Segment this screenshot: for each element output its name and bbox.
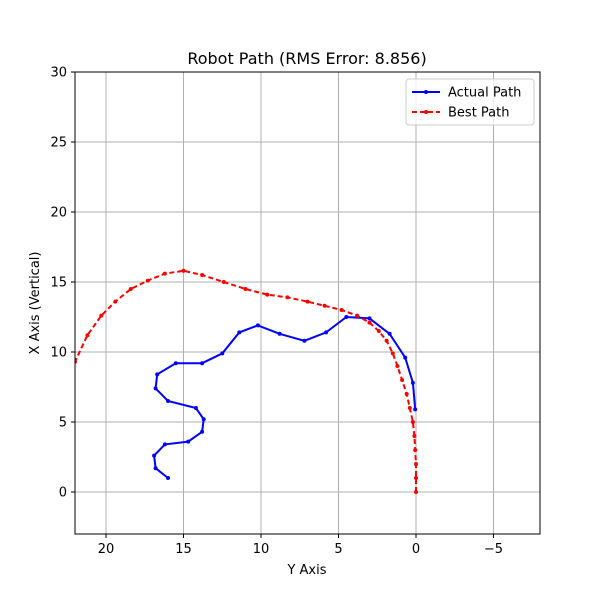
actual-path-point xyxy=(166,476,170,480)
series-layer xyxy=(75,268,418,494)
y-tick-label: 10 xyxy=(50,346,67,361)
actual-path-point xyxy=(413,407,418,412)
best-path-point xyxy=(285,295,290,300)
actual-path-point xyxy=(220,351,225,356)
best-path-point xyxy=(200,273,205,277)
best-path-point xyxy=(99,313,104,318)
plot-area-frame xyxy=(74,71,541,535)
best-path-point xyxy=(85,333,90,338)
best-path-point xyxy=(414,462,418,466)
best-path-point xyxy=(413,448,418,452)
actual-path-point xyxy=(166,399,170,403)
actual-path-point xyxy=(410,380,415,385)
best-path-point xyxy=(162,271,167,276)
actual-path-point xyxy=(277,331,282,336)
actual-path-point xyxy=(201,417,206,422)
best-path-point xyxy=(414,490,418,494)
best-path-point xyxy=(113,299,118,304)
best-path-point xyxy=(407,406,412,410)
legend-marker-actual-path xyxy=(424,90,428,94)
actual-path-point xyxy=(344,315,349,319)
legend-label-actual-path: Actual Path xyxy=(448,86,521,101)
y-tick-label: 5 xyxy=(59,416,67,431)
x-tick-label: −5 xyxy=(484,542,503,557)
best-path-point xyxy=(414,476,418,480)
best-path-point xyxy=(305,299,310,304)
x-tick-label: 20 xyxy=(98,542,115,557)
best-path-point xyxy=(355,313,360,318)
legend-box xyxy=(405,78,535,126)
best-path-point xyxy=(221,280,226,284)
actual-path-point xyxy=(255,323,260,328)
actual-path-point xyxy=(173,361,178,366)
best-path-point xyxy=(395,364,400,368)
axis-ticks: 20 15 10 5 0 −5 0 5 10 15 20 25 30 xyxy=(50,66,503,558)
y-tick-label: 30 xyxy=(50,66,67,81)
actual-path-point xyxy=(387,331,392,336)
best-path-point xyxy=(322,303,327,308)
x-tick-label: 5 xyxy=(334,542,342,557)
best-path-point xyxy=(145,278,150,283)
actual-path-point xyxy=(155,372,160,377)
x-axis-label: Y Axis xyxy=(286,563,326,578)
best-path-point xyxy=(339,308,344,312)
actual-path-point xyxy=(186,439,191,444)
best-path-point xyxy=(404,392,409,396)
legend: Actual Path Best Path xyxy=(405,78,535,126)
actual-path-point xyxy=(152,453,157,458)
x-tick-label: 15 xyxy=(175,542,192,557)
best-path-point xyxy=(181,268,186,273)
actual-path-point xyxy=(403,355,408,360)
y-tick-label: 20 xyxy=(50,206,67,221)
x-tick-label: 0 xyxy=(412,542,420,557)
best-path-point xyxy=(400,378,405,382)
y-tick-label: 15 xyxy=(50,276,67,291)
y-axis-label: X Axis (Vertical) xyxy=(28,252,43,355)
best-path-point xyxy=(265,292,270,297)
actual-path-point xyxy=(302,338,307,343)
actual-path-point xyxy=(324,330,329,335)
actual-path-point xyxy=(153,466,158,471)
legend-marker-best-path xyxy=(424,110,428,114)
actual-path-line xyxy=(153,315,417,479)
actual-path-point xyxy=(153,386,158,391)
best-path-point xyxy=(243,287,248,291)
best-path-point xyxy=(412,434,417,438)
best-path-line xyxy=(75,269,417,492)
actual-path-point xyxy=(367,316,372,321)
best-path-point xyxy=(128,287,133,291)
actual-path-point xyxy=(162,442,167,447)
y-tick-label: 25 xyxy=(50,136,67,151)
chart-title: Robot Path (RMS Error: 8.856) xyxy=(187,49,426,68)
actual-path-point xyxy=(237,330,242,335)
legend-label-best-path: Best Path xyxy=(448,106,509,121)
y-tick-label: 0 xyxy=(59,486,67,501)
best-path-point xyxy=(384,338,389,343)
best-path-point xyxy=(367,320,372,325)
x-tick-label: 10 xyxy=(253,542,270,557)
best-path-point xyxy=(410,420,415,424)
actual-path-point xyxy=(193,406,198,410)
best-path-point xyxy=(376,329,381,333)
actual-path-point xyxy=(200,361,205,366)
actual-path-point xyxy=(200,429,205,434)
best-path-point xyxy=(390,351,395,356)
